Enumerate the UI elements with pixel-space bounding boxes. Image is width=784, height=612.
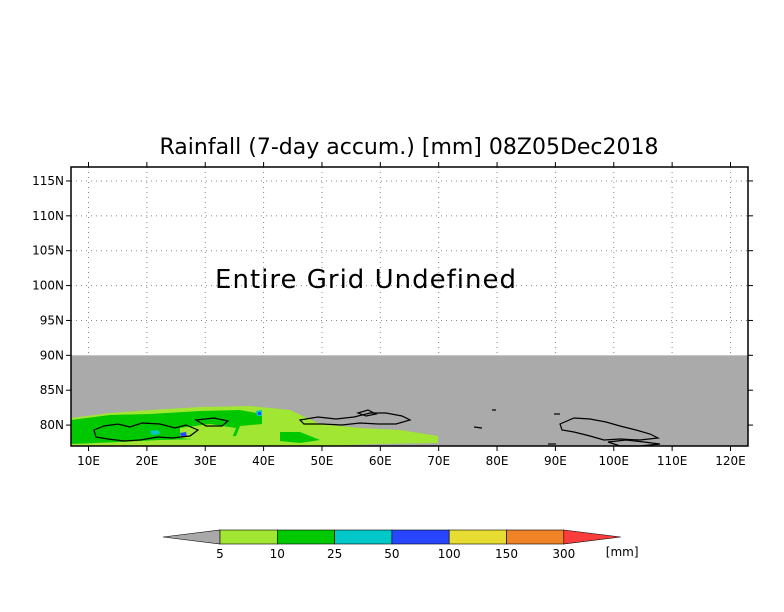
legend-swatch [391, 529, 450, 545]
legend-swatch [276, 529, 335, 545]
latitude-axis: 80N 85N 90N 95N 100N 105N 110N 115N [32, 174, 753, 432]
lon-tick-label: 110E [657, 454, 688, 468]
lat-tick-label: 105N [32, 244, 64, 258]
chart-title: Rainfall (7-day accum.) [mm] 08Z05Dec201… [159, 135, 658, 160]
rainfall-shading [71, 406, 438, 446]
lon-tick-label: 50E [311, 454, 334, 468]
undefined-grid-message: Entire Grid Undefined [215, 265, 517, 295]
lat-tick-label: 100N [32, 279, 64, 293]
legend-threshold-label: 150 [495, 547, 518, 561]
legend-threshold-label: 100 [438, 547, 461, 561]
lat-tick-label: 115N [32, 174, 64, 188]
longitude-axis: 10E 20E 30E 40E 50E 60E 70E 80E 90E 100E 110E 120E [77, 162, 746, 468]
lat-tick-label: 110N [32, 209, 64, 223]
lon-tick-label: 60E [369, 454, 392, 468]
lon-tick-label: 90E [544, 454, 567, 468]
legend-threshold-label: 300 [552, 547, 575, 561]
lon-tick-label: 120E [715, 454, 746, 468]
color-legend: 5 10 25 50 100 150 300 [mm] [162, 529, 639, 561]
lat-tick-label: 80N [40, 418, 64, 432]
lon-tick-label: 20E [135, 454, 158, 468]
legend-swatch-below [162, 529, 221, 545]
lon-tick-label: 70E [427, 454, 450, 468]
coastline-franz-josef [356, 409, 378, 417]
coastline-kola [194, 417, 230, 427]
lon-tick-label: 30E [194, 454, 217, 468]
lon-tick-label: 100E [599, 454, 630, 468]
lat-tick-label: 95N [40, 313, 64, 327]
legend-swatch [334, 529, 393, 545]
legend-swatch [219, 529, 278, 545]
lat-tick-label: 85N [40, 383, 64, 397]
legend-threshold-label: 50 [384, 547, 399, 561]
legend-threshold-label: 5 [216, 547, 224, 561]
legend-unit-label: [mm] [606, 545, 639, 559]
lon-tick-label: 80E [486, 454, 509, 468]
legend-swatch-above [563, 529, 621, 545]
coastline-islet-1 [473, 426, 483, 429]
rainfall-band-green-east [280, 432, 320, 443]
coastline-scandinavia [93, 422, 200, 442]
lon-tick-label: 10E [77, 454, 100, 468]
lat-tick-label: 90N [40, 348, 64, 362]
coastline-severnaya-zemlya [559, 417, 661, 441]
legend-swatch [448, 529, 507, 545]
legend-threshold-label: 25 [327, 547, 342, 561]
legend-threshold-label: 10 [270, 547, 285, 561]
legend-swatch [506, 529, 565, 545]
rainfall-spot-cyan [150, 430, 160, 435]
rainfall-spot-blue [180, 432, 187, 437]
rainfall-spot-blue-2 [258, 412, 261, 415]
map-panel: Entire Grid Undefined [70, 166, 749, 447]
lon-tick-label: 40E [252, 454, 275, 468]
coastline-novaya-zemlya [298, 412, 412, 426]
map-frame [70, 166, 749, 447]
